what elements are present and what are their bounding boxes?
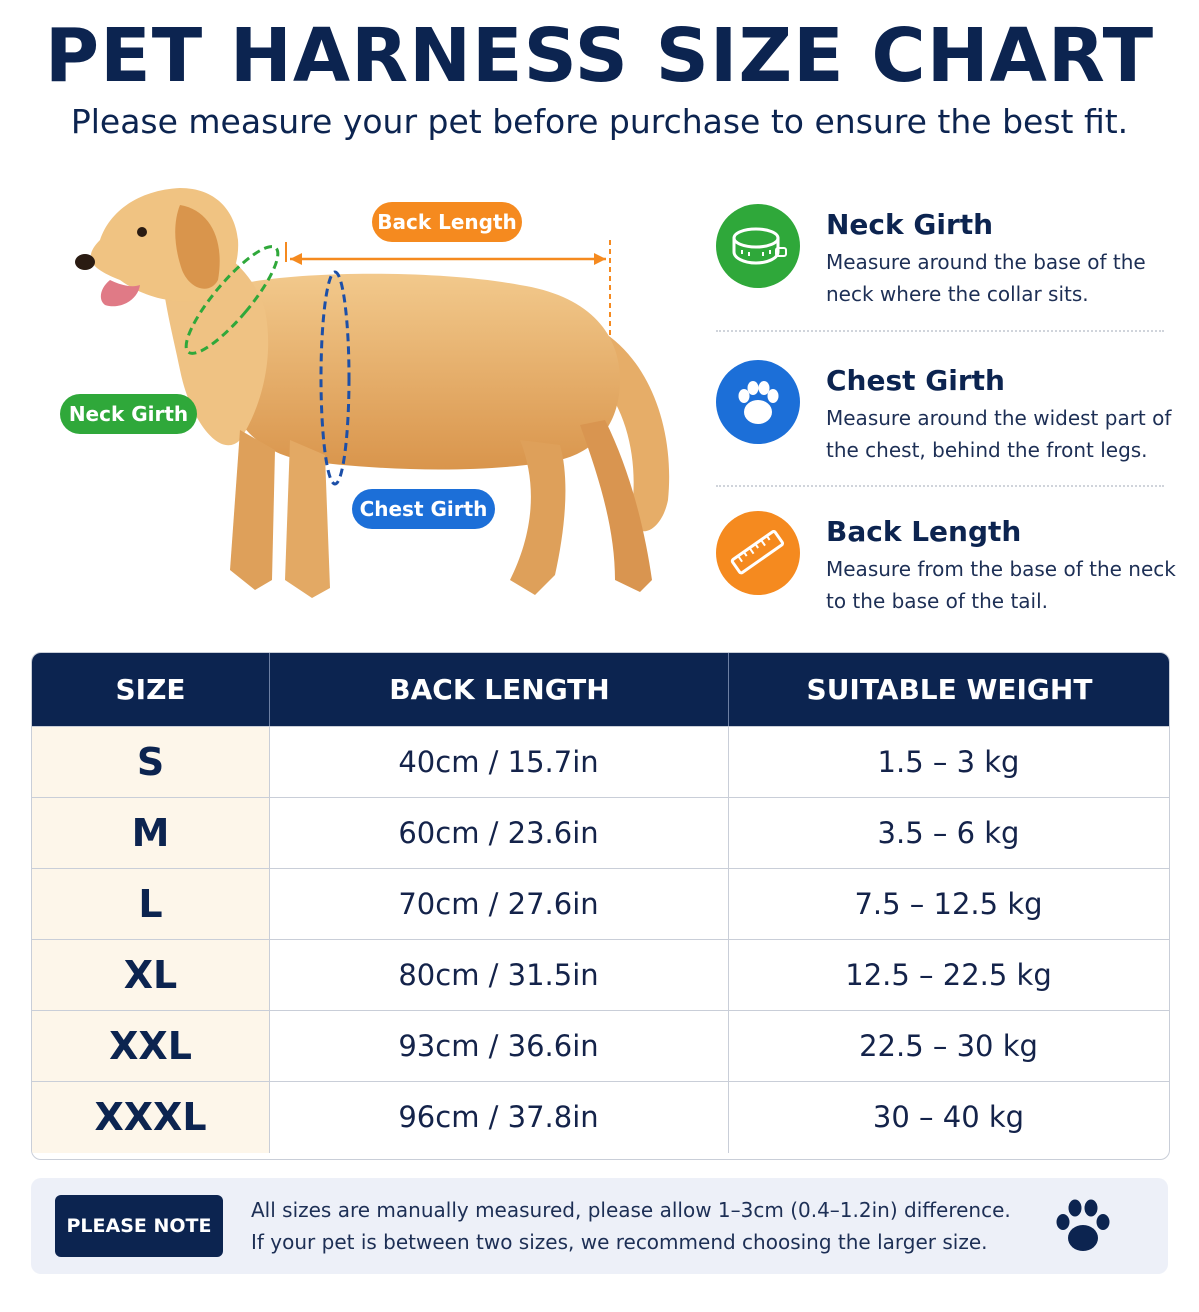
table-row: XXXL 96cm / 37.8in 30 – 40 kg — [32, 1081, 1169, 1153]
chest-girth-description: Measure around the widest part of the ch… — [826, 406, 1172, 462]
collar-icon — [716, 204, 800, 288]
size-cell: M — [32, 798, 270, 869]
neck-girth-title: Neck Girth — [826, 208, 994, 241]
chest-girth-info: Chest Girth Measure around the widest pa… — [716, 360, 1176, 470]
paw-icon — [1051, 1196, 1115, 1262]
note-text: All sizes are manually measured, please … — [251, 1194, 1031, 1258]
dog-illustration: Back Length Neck Girth Chest Girth — [40, 170, 700, 630]
divider — [716, 485, 1164, 487]
neck-girth-line — [184, 245, 280, 355]
table-row: XXL 93cm / 36.6in 22.5 – 30 kg — [32, 1010, 1169, 1082]
note-panel: PLEASE NOTE All sizes are manually measu… — [31, 1178, 1168, 1274]
note-line-2: If your pet is between two sizes, we rec… — [251, 1230, 988, 1254]
weight-cell: 12.5 – 22.5 kg — [845, 958, 1052, 992]
chest-girth-title: Chest Girth — [826, 364, 1005, 397]
back-length-info: Back Length Measure from the base of the… — [716, 511, 1176, 621]
size-cell: XL — [32, 940, 270, 1011]
weight-cell: 22.5 – 30 kg — [859, 1029, 1038, 1063]
table-row: M 60cm / 23.6in 3.5 – 6 kg — [32, 797, 1169, 869]
note-line-1: All sizes are manually measured, please … — [251, 1198, 1011, 1222]
header-size: SIZE — [115, 673, 186, 706]
size-cell: XXXL — [32, 1082, 270, 1153]
paw-icon — [716, 360, 800, 444]
back-length-description: Measure from the base of the neck to the… — [826, 557, 1176, 613]
weight-cell: 1.5 – 3 kg — [877, 745, 1020, 779]
weight-cell: 7.5 – 12.5 kg — [854, 887, 1043, 921]
table-header: SIZE BACK LENGTH SUITABLE WEIGHT — [32, 653, 1169, 726]
header-suitable-weight: SUITABLE WEIGHT — [728, 653, 1169, 726]
ruler-icon — [716, 511, 800, 595]
neck-girth-tag: Neck Girth — [60, 394, 197, 434]
back-length-cell: 70cm / 27.6in — [269, 869, 729, 940]
size-cell: XXL — [32, 1011, 270, 1082]
back-length-cell: 40cm / 15.7in — [269, 727, 729, 798]
divider — [716, 330, 1164, 332]
weight-cell: 3.5 – 6 kg — [877, 816, 1020, 850]
table-row: L 70cm / 27.6in 7.5 – 12.5 kg — [32, 868, 1169, 940]
back-length-title: Back Length — [826, 515, 1022, 548]
header-back-length: BACK LENGTH — [269, 653, 729, 726]
back-length-cell: 80cm / 31.5in — [269, 940, 729, 1011]
size-table: SIZE BACK LENGTH SUITABLE WEIGHT S 40cm … — [31, 652, 1170, 1160]
page-title: PET HARNESS SIZE CHART — [44, 13, 1155, 99]
page-subtitle: Please measure your pet before purchase … — [70, 102, 1129, 141]
back-length-cell: 93cm / 36.6in — [269, 1011, 729, 1082]
size-cell: S — [32, 727, 270, 798]
neck-girth-info: Neck Girth Measure around the base of th… — [716, 204, 1176, 314]
table-row: XL 80cm / 31.5in 12.5 – 22.5 kg — [32, 939, 1169, 1011]
weight-cell: 30 – 40 kg — [872, 1100, 1025, 1134]
neck-girth-description: Measure around the base of the neck wher… — [826, 250, 1146, 306]
dog-image — [75, 188, 670, 598]
note-label: PLEASE NOTE — [55, 1195, 223, 1257]
table-row: S 40cm / 15.7in 1.5 – 3 kg — [32, 726, 1169, 798]
chest-girth-line — [319, 270, 351, 486]
chest-girth-tag: Chest Girth — [352, 489, 495, 529]
back-length-cell: 96cm / 37.8in — [269, 1082, 729, 1153]
size-cell: L — [32, 869, 270, 940]
back-length-cell: 60cm / 23.6in — [269, 798, 729, 869]
back-length-tag: Back Length — [372, 202, 522, 242]
